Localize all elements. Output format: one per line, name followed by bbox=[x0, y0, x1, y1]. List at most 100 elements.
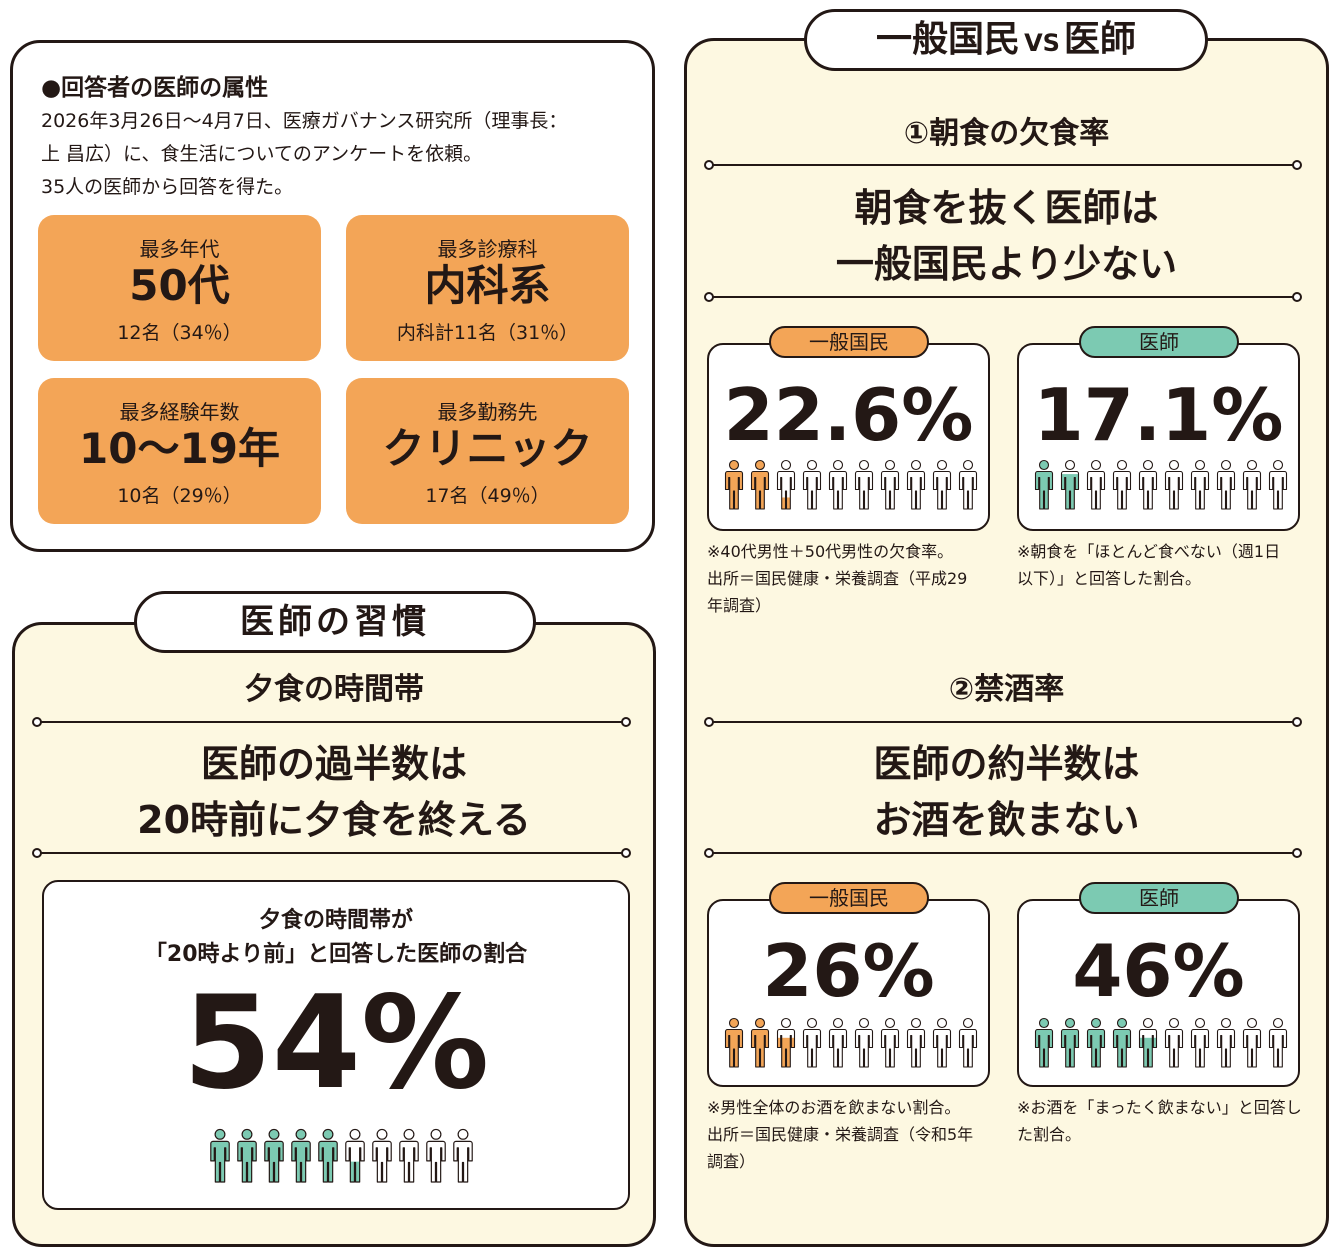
versus-pill: 一般国民 VS 医師 bbox=[804, 9, 1208, 71]
person-icon bbox=[399, 1128, 419, 1183]
pill-vs: VS bbox=[1024, 29, 1060, 57]
habits-title: 医師の過半数は 20時前に夕食を終える bbox=[12, 736, 656, 848]
person-icon bbox=[1086, 459, 1106, 510]
abstinence-title: 医師の約半数は お酒を飲まない bbox=[684, 736, 1329, 848]
description-line: 2026年3月26日～4月7日、医療ガバナンス研究所（理事長： bbox=[41, 110, 568, 132]
percent-value: 46% bbox=[1072, 929, 1245, 1013]
description-line: 上 昌広）に、食生活についてのアンケートを依頼。 bbox=[41, 143, 483, 165]
person-icon bbox=[724, 1017, 744, 1068]
note-line: 出所＝国民健康・栄養調査（平成29 bbox=[707, 569, 968, 588]
person-icon bbox=[1268, 1017, 1288, 1068]
person-icon bbox=[724, 459, 744, 510]
person-icon bbox=[1190, 1017, 1210, 1068]
title-line: 20時前に夕食を終える bbox=[137, 798, 531, 842]
note-line: ※男性全体のお酒を飲まない割合。 bbox=[707, 1098, 961, 1117]
title-line: お酒を飲まない bbox=[873, 798, 1140, 842]
stat-sub: 12名（34％） bbox=[117, 322, 242, 344]
abstinence-doctor-note: ※お酒を「まったく飲まない」と回答し た割合。 bbox=[1017, 1094, 1317, 1148]
breakfast-doctor-note: ※朝食を「ほとんど食べない（週1日 以下）」と回答した割合。 bbox=[1017, 538, 1317, 592]
person-icon bbox=[958, 459, 978, 510]
stat-experience: 最多経験年数 10～19年 10名（29％） bbox=[38, 378, 321, 524]
person-icon bbox=[1164, 1017, 1184, 1068]
divider bbox=[704, 848, 1302, 858]
person-icon bbox=[1138, 459, 1158, 510]
person-icon bbox=[750, 1017, 770, 1068]
stat-label: 最多経験年数 bbox=[119, 400, 240, 424]
title-line: 一般国民より少ない bbox=[835, 242, 1178, 286]
tag-doctor: 医師 bbox=[1079, 326, 1239, 358]
divider bbox=[704, 292, 1302, 302]
people-row bbox=[722, 458, 982, 512]
pill-general: 一般国民 bbox=[876, 19, 1021, 60]
person-icon bbox=[237, 1128, 257, 1183]
person-icon bbox=[1190, 459, 1210, 510]
stat-value: 内科系 bbox=[424, 261, 551, 310]
person-icon bbox=[932, 1017, 952, 1068]
person-icon bbox=[1216, 459, 1236, 510]
person-icon bbox=[291, 1128, 311, 1183]
person-icon bbox=[1138, 1017, 1158, 1068]
respondent-panel: ●回答者の医師の属性 2026年3月26日～4月7日、医療ガバナンス研究所（理事… bbox=[10, 40, 655, 552]
person-icon bbox=[1112, 1017, 1132, 1068]
people-row bbox=[207, 1127, 477, 1185]
percent-value: 17.1% bbox=[1033, 373, 1284, 457]
stat-sub: 17名（49％） bbox=[425, 485, 550, 507]
person-icon bbox=[750, 459, 770, 510]
note-line: ※お酒を「まったく飲まない」と回答し bbox=[1017, 1098, 1302, 1117]
respondent-heading: ●回答者の医師の属性 bbox=[41, 75, 269, 101]
people-row bbox=[722, 1016, 982, 1070]
stat-label: 最多診療科 bbox=[437, 237, 538, 261]
person-icon bbox=[453, 1128, 473, 1183]
divider bbox=[704, 717, 1302, 727]
tag-general: 一般国民 bbox=[769, 326, 929, 358]
person-icon bbox=[828, 1017, 848, 1068]
note-line: ※朝食を「ほとんど食べない（週1日 bbox=[1017, 542, 1281, 561]
percent-value: 22.6% bbox=[723, 373, 974, 457]
note-line: 出所＝国民健康・栄養調査（令和5年 bbox=[707, 1125, 974, 1144]
title-line: 医師の約半数は bbox=[873, 742, 1140, 786]
divider bbox=[32, 848, 631, 858]
caption-line: 「20時より前」と回答した医師の割合 bbox=[144, 942, 528, 967]
note-line: た割合。 bbox=[1017, 1125, 1082, 1144]
person-icon bbox=[1164, 459, 1184, 510]
divider bbox=[32, 717, 631, 727]
person-icon bbox=[1034, 1017, 1054, 1068]
stat-age: 最多年代 50代 12名（34％） bbox=[38, 215, 321, 361]
dinner-caption: 夕食の時間帯が 「20時より前」と回答した医師の割合 bbox=[44, 904, 628, 972]
person-icon bbox=[372, 1128, 392, 1183]
person-icon bbox=[1034, 459, 1054, 510]
people-row bbox=[1032, 1016, 1292, 1070]
breakfast-general-note: ※40代男性＋50代男性の欠食率。 出所＝国民健康・栄養調査（平成29 年調査） bbox=[707, 538, 1002, 619]
note-line: 年調査） bbox=[707, 596, 772, 615]
person-icon bbox=[1086, 1017, 1106, 1068]
abstinence-subtitle: ②禁酒率 bbox=[948, 672, 1065, 707]
person-icon bbox=[854, 1017, 874, 1068]
breakfast-subtitle: ①朝食の欠食率 bbox=[903, 116, 1110, 151]
person-icon bbox=[932, 459, 952, 510]
person-icon bbox=[1216, 1017, 1236, 1068]
description-line: 35人の医師から回答を得た。 bbox=[41, 176, 294, 198]
stat-label: 最多年代 bbox=[139, 237, 220, 261]
person-icon bbox=[906, 1017, 926, 1068]
person-icon bbox=[210, 1128, 230, 1183]
person-icon bbox=[318, 1128, 338, 1183]
abstinence-doctor-card: 46% bbox=[1017, 899, 1300, 1087]
dinner-card: 夕食の時間帯が 「20時より前」と回答した医師の割合 54% bbox=[42, 880, 630, 1210]
habits-subtitle: 夕食の時間帯 bbox=[244, 672, 424, 707]
divider bbox=[704, 160, 1302, 170]
person-icon bbox=[776, 1017, 796, 1068]
stat-label: 最多勤務先 bbox=[437, 400, 538, 424]
stat-department: 最多診療科 内科系 内科計11名（31％） bbox=[346, 215, 629, 361]
person-icon bbox=[958, 1017, 978, 1068]
title-line: 朝食を抜く医師は bbox=[854, 186, 1159, 230]
person-icon bbox=[802, 1017, 822, 1068]
person-icon bbox=[1060, 459, 1080, 510]
caption-line: 夕食の時間帯が bbox=[258, 908, 413, 933]
person-icon bbox=[1242, 1017, 1262, 1068]
title-line: 医師の過半数は bbox=[200, 742, 467, 786]
person-icon bbox=[264, 1128, 284, 1183]
person-icon bbox=[854, 459, 874, 510]
stat-sub: 10名（29％） bbox=[117, 485, 242, 507]
note-line: 以下）」と回答した割合。 bbox=[1017, 569, 1202, 588]
person-icon bbox=[776, 459, 796, 510]
